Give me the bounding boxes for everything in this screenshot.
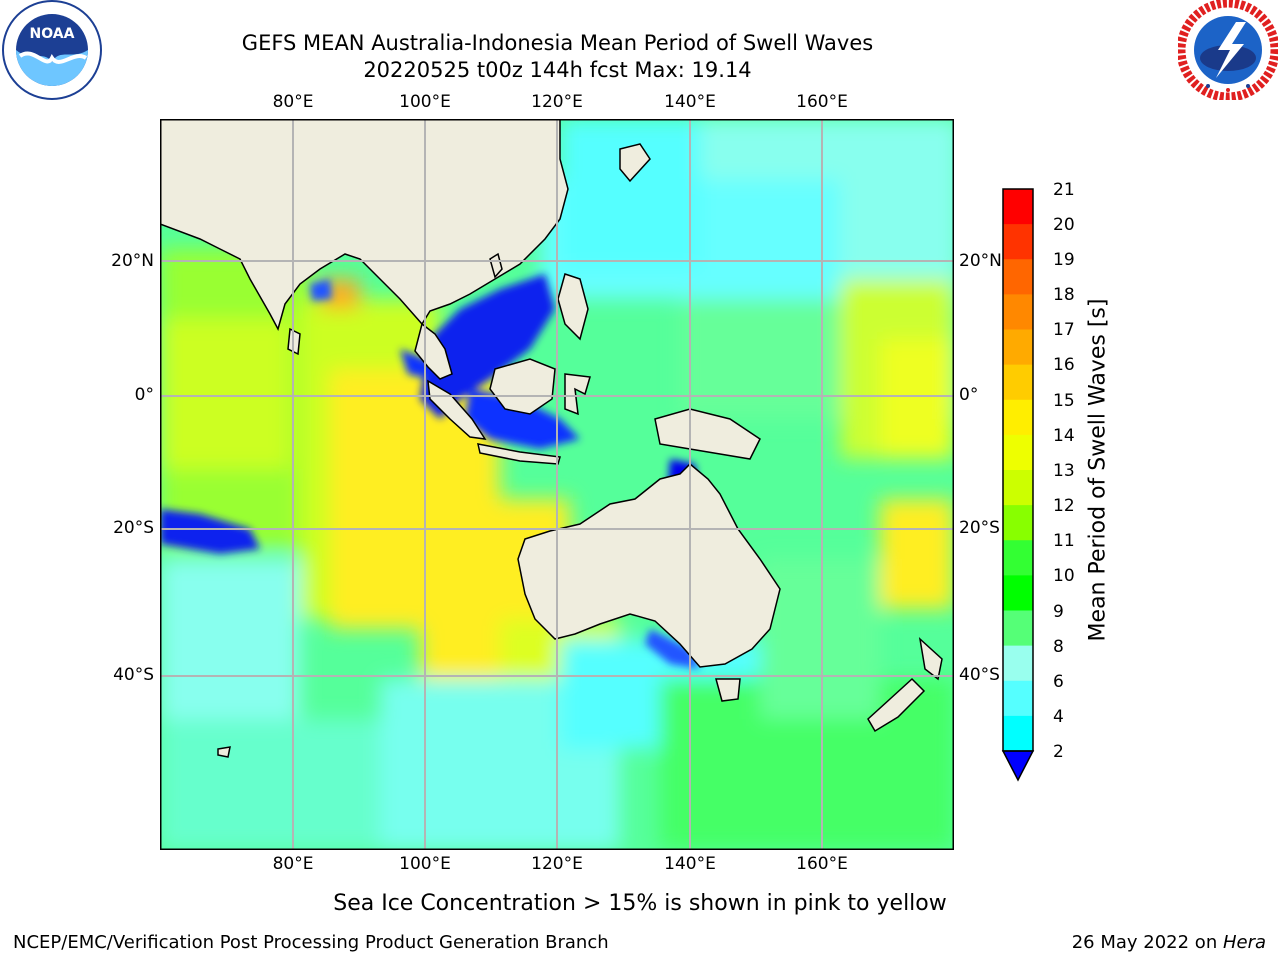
colorbar-tick: 20 xyxy=(1053,215,1075,235)
lon-tick-label: 120°E xyxy=(531,854,583,874)
lat-tick-label: 20°N xyxy=(111,251,154,271)
colorbar-band xyxy=(1003,329,1033,366)
swell-field xyxy=(160,119,954,850)
lat-tick-label: 40°S xyxy=(959,665,1000,685)
colorbar-band xyxy=(1003,715,1033,752)
lon-ticks-bottom: 80°E 100°E 120°E 140°E 160°E xyxy=(0,854,1280,876)
lat-tick-label: 20°N xyxy=(959,251,1002,271)
colorbar-tick: 18 xyxy=(1053,285,1075,305)
footer-left: NCEP/EMC/Verification Post Processing Pr… xyxy=(13,932,609,953)
footer-machine: Hera xyxy=(1222,932,1266,953)
colorbar-ticks: 21 20 19 18 17 16 15 14 13 12 11 10 9 8 … xyxy=(1053,180,1113,780)
colorbar-band xyxy=(1003,610,1033,647)
land-masses xyxy=(160,119,943,758)
colorbar-tick: 4 xyxy=(1053,707,1064,727)
lat-tick-label: 40°S xyxy=(113,665,154,685)
colorbar-frame xyxy=(1002,188,1034,752)
lat-tick-label: 20°S xyxy=(959,518,1000,538)
lon-tick-label: 80°E xyxy=(272,92,314,112)
colorbar-bands xyxy=(1003,189,1033,752)
lon-tick-label: 160°E xyxy=(796,92,848,112)
swell-period-map xyxy=(160,119,954,850)
lon-tick-label: 120°E xyxy=(531,92,583,112)
lon-tick-label: 100°E xyxy=(399,92,451,112)
colorbar-tick: 6 xyxy=(1053,672,1064,692)
colorbar-tick: 19 xyxy=(1053,250,1075,270)
colorbar-tick: 9 xyxy=(1053,602,1064,622)
colorbar-tick: 12 xyxy=(1053,496,1075,516)
colorbar-band xyxy=(1003,575,1033,611)
map-frame xyxy=(160,119,954,850)
lon-tick-label: 140°E xyxy=(664,854,716,874)
colorbar-tick: 17 xyxy=(1053,320,1075,340)
sea-ice-note-text: Sea Ice Concentration > 15% is shown in … xyxy=(333,891,947,916)
noaa-logo-icon: NOAA xyxy=(2,0,102,100)
lat-tick-label: 0° xyxy=(959,385,979,405)
title-line-2: 20220525 t00z 144h fcst Max: 19.14 xyxy=(363,58,752,82)
lon-tick-label: 160°E xyxy=(796,854,848,874)
colorbar-tick: 11 xyxy=(1053,531,1075,551)
colorbar-tick: 14 xyxy=(1053,426,1075,446)
title-line-1: GEFS MEAN Australia-Indonesia Mean Perio… xyxy=(241,31,874,55)
colorbar-band xyxy=(1003,189,1033,225)
colorbar-band xyxy=(1003,505,1033,541)
colorbar-band xyxy=(1003,294,1033,330)
colorbar-tick: 8 xyxy=(1053,637,1064,657)
noaa-logo-text: NOAA xyxy=(30,26,75,42)
colorbar-band xyxy=(1003,364,1033,401)
lat-tick-label: 0° xyxy=(134,385,154,405)
footer-right: 26 May 2022 on Hera xyxy=(1072,932,1266,953)
lon-tick-label: 140°E xyxy=(664,92,716,112)
colorbar-tick: 13 xyxy=(1053,461,1075,481)
colorbar-band xyxy=(1003,680,1033,717)
colorbar xyxy=(1001,188,1035,782)
nws-logo-icon xyxy=(1178,0,1278,100)
colorbar-band xyxy=(1003,224,1033,260)
colorbar-band xyxy=(1003,645,1033,682)
colorbar-tick: 16 xyxy=(1053,355,1075,375)
lon-ticks-top: 80°E 100°E 120°E 140°E 160°E xyxy=(0,92,1280,114)
footer-date: 26 May 2022 on xyxy=(1071,932,1223,953)
lat-tick-label: 20°S xyxy=(113,518,154,538)
sea-ice-note: Sea Ice Concentration > 15% is shown in … xyxy=(0,891,1280,916)
graticule xyxy=(160,119,954,850)
colorbar-label: Mean Period of Swell Waves [s] xyxy=(1085,298,1111,642)
colorbar-band xyxy=(1003,259,1033,295)
lon-tick-label: 80°E xyxy=(272,854,314,874)
colorbar-band xyxy=(1003,470,1033,506)
colorbar-band xyxy=(1003,399,1033,436)
lon-tick-label: 100°E xyxy=(399,854,451,874)
colorbar-band xyxy=(1003,434,1033,471)
colorbar-tick: 21 xyxy=(1053,180,1075,200)
colorbar-band xyxy=(1003,540,1033,576)
colorbar-tick: 2 xyxy=(1053,742,1064,762)
colorbar-tick: 15 xyxy=(1053,391,1075,411)
colorbar-extend-min xyxy=(1001,750,1035,782)
colorbar-tick: 10 xyxy=(1053,566,1075,586)
